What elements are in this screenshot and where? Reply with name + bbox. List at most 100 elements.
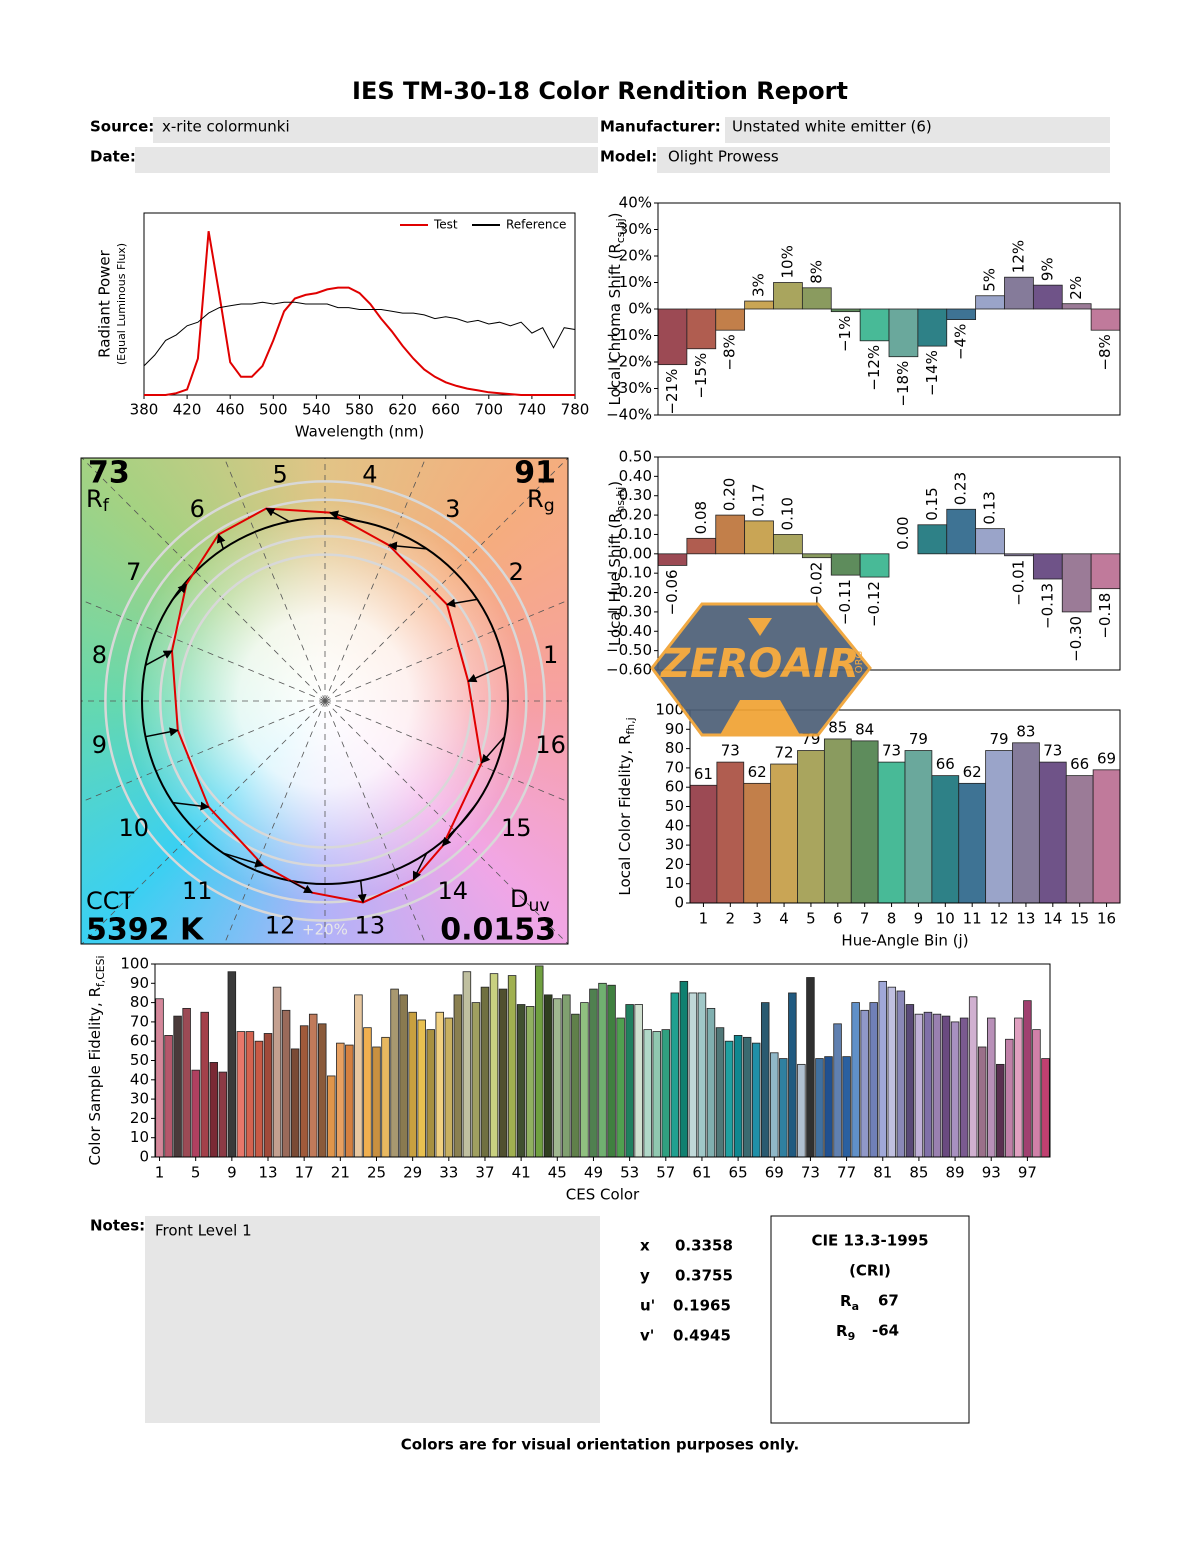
y-axis-label-part: cs,hj: [614, 218, 627, 243]
bar: [516, 1004, 526, 1158]
legend-label: Reference: [506, 218, 566, 232]
footer-note: Colors are for visual orientation purpos…: [401, 1436, 800, 1454]
shift-arrow: [480, 736, 506, 764]
bar: [751, 1042, 761, 1158]
shift-arrow: [265, 507, 290, 523]
bin-label: 15: [501, 814, 532, 842]
bin-label: 10: [118, 814, 149, 842]
bar: [657, 553, 688, 566]
bin-label: 9: [92, 731, 107, 759]
coord-value: 0.1965: [673, 1297, 731, 1315]
bin-label: 1: [543, 641, 558, 669]
bar: [888, 308, 919, 358]
bar: [607, 984, 616, 1158]
bar: [773, 534, 803, 555]
bar: [1032, 1029, 1041, 1158]
shift-arrow: [145, 650, 173, 666]
x-tick-label: 11: [963, 910, 982, 928]
bar: [245, 1031, 255, 1158]
bar: [859, 553, 890, 578]
y-tick-label: 50: [130, 1051, 149, 1069]
y-axis-label-part: Local Chroma Shift (R: [606, 243, 624, 405]
x-tick-label: 16: [1097, 910, 1116, 928]
y-tick-label: 60: [665, 778, 684, 796]
shift-arrow: [442, 802, 478, 847]
bar: [155, 998, 164, 1158]
plot-frame: [689, 709, 1121, 904]
bar: [1012, 742, 1040, 904]
field-value: Unstated white emitter (6): [732, 118, 932, 136]
bar: [833, 1023, 842, 1158]
ring: [104, 480, 546, 922]
value-label: 72: [775, 744, 794, 762]
bar: [643, 1029, 652, 1158]
rf-value: 73: [88, 456, 130, 491]
coord-value: 0.4945: [673, 1327, 731, 1345]
duv-label-part: uv: [528, 896, 549, 916]
x-tick-label: 9: [914, 910, 924, 928]
bin-divider: [324, 700, 568, 944]
bin-label: 12: [265, 912, 296, 940]
y-axis-label-part: Local Hue Shift (R: [606, 513, 624, 647]
spectrum-line: [144, 231, 575, 396]
value-label: 73: [1043, 742, 1062, 760]
bar: [842, 1056, 851, 1158]
shift-arrow: [467, 664, 505, 683]
bin-label: 5: [272, 460, 287, 488]
bar: [887, 986, 897, 1158]
x-axis-label: Hue-Angle Bin (j): [841, 932, 968, 950]
y-tick-label: 90: [665, 720, 684, 738]
bar: [1004, 553, 1034, 557]
rg-label-part: R: [527, 485, 544, 513]
bar: [770, 763, 798, 904]
watermark-text: ZEROAIR: [659, 641, 859, 687]
bar: [498, 988, 508, 1158]
y-tick-label: 20: [665, 855, 684, 873]
legend-label: Test: [433, 218, 458, 232]
y-tick-label: −0.20: [606, 583, 652, 601]
bin-label: 11: [182, 877, 213, 905]
x-tick-label: 85: [909, 1164, 928, 1182]
x-tick-label: 6: [833, 910, 843, 928]
field-box: [153, 117, 598, 143]
bar: [1032, 284, 1063, 310]
value-label: −15%: [692, 353, 710, 399]
bar: [1065, 775, 1094, 904]
x-tick-label: 8: [887, 910, 897, 928]
bar: [686, 537, 717, 555]
rf-label-part: f: [103, 496, 110, 516]
value-label: 85: [828, 718, 847, 736]
bar: [435, 1011, 445, 1158]
value-label: 0.23: [952, 472, 970, 505]
plot-frame: [154, 963, 1051, 1158]
bin-divider: [81, 700, 326, 944]
bar: [788, 992, 797, 1158]
value-label: −0.13: [1038, 583, 1056, 629]
shift-arrow: [387, 541, 427, 551]
y-tick-label: 30%: [619, 220, 652, 238]
x-tick-label: 3: [752, 910, 762, 928]
bar: [417, 1019, 426, 1158]
bar: [182, 1007, 191, 1158]
coord-label: x: [640, 1237, 650, 1255]
value-label: −0.12: [865, 581, 883, 627]
bar: [860, 1009, 869, 1158]
y-tick-label: 60: [130, 1032, 149, 1050]
bar: [797, 1063, 806, 1158]
bar: [345, 1044, 354, 1158]
bar: [801, 287, 832, 310]
value-label: −8%: [1096, 334, 1114, 370]
x-tick-label: 7: [860, 910, 870, 928]
duv-label-part: D: [510, 885, 528, 913]
y-tick-label: −0.10: [606, 564, 652, 582]
bar: [760, 1002, 770, 1158]
value-label: 3%: [750, 273, 768, 297]
value-label: 62: [748, 763, 767, 781]
bar: [164, 1035, 173, 1158]
bar: [959, 1017, 969, 1158]
bar: [975, 528, 1005, 555]
value-label: −0.30: [1067, 616, 1085, 662]
value-label: 69: [1097, 749, 1116, 767]
bar: [354, 994, 363, 1158]
